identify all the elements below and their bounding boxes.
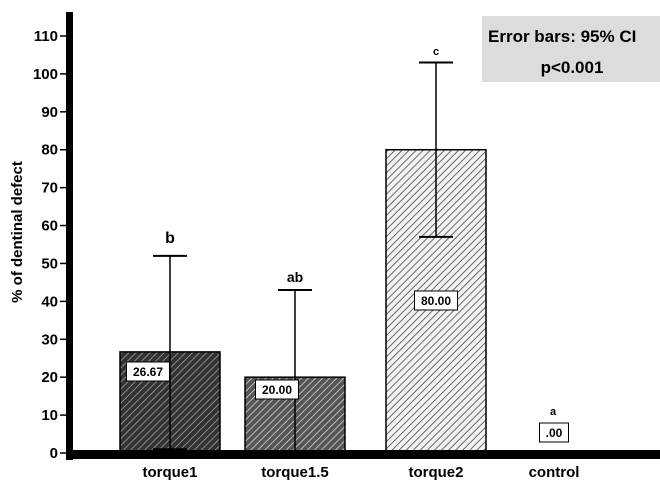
value-label: 20.00 [262,383,292,397]
significance-letter: c [433,46,439,58]
annotation-line1: Error bars: 95% CI [488,27,636,46]
value-label: 26.67 [133,365,163,379]
y-tick-label: 10 [41,407,58,424]
significance-letter: b [165,230,175,247]
y-tick-label: 90 [41,104,58,121]
y-axis-title: % of dentinal defect [9,161,26,303]
annotation-box [482,16,660,82]
y-axis-line [66,12,73,460]
y-tick-label: 0 [50,445,58,462]
y-tick-label: 110 [34,28,58,45]
significance-letter: ab [287,269,303,285]
y-axis-ticks: 0 10 20 30 40 50 60 70 80 90 100 110 [33,28,68,462]
value-label: 80.00 [421,294,451,308]
x-tick-label: control [529,464,580,480]
y-tick-label: 20 [41,369,58,386]
y-tick-label: 30 [41,331,58,348]
x-tick-label: torque1 [142,464,197,480]
annotation-line2: p<0.001 [541,58,604,77]
y-tick-label: 80 [41,142,58,159]
value-label-box [539,422,569,443]
x-tick-label: torque1.5 [261,464,329,480]
value-label-box [255,379,299,400]
x-axis-categories: torque1 torque1.5 torque2 control [142,464,579,480]
value-label: .00 [546,426,563,440]
significance-letter: a [550,406,557,418]
x-axis-line [66,450,660,459]
value-labels: 26.67 20.00 80.00 .00 [126,290,569,443]
value-label-box [126,361,170,382]
y-tick-label: 100 [33,66,58,83]
significance-letters: b ab c a [165,46,557,418]
y-tick-label: 70 [41,180,58,197]
y-tick-label: 60 [41,218,58,235]
y-tick-label: 50 [41,255,58,272]
y-tick-label: 40 [41,293,58,310]
value-label-box [414,290,458,311]
error-bars [153,61,453,453]
x-tick-label: torque2 [408,464,463,480]
